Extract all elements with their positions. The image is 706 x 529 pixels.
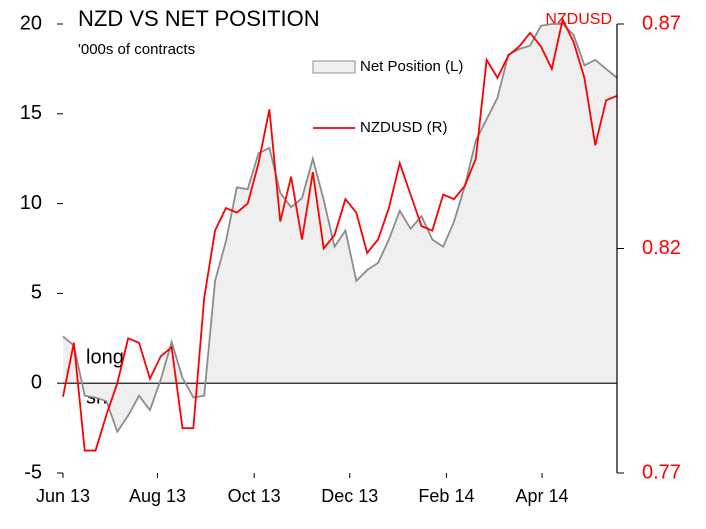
area-fill [63,24,617,432]
x-tick-label: Dec 13 [321,486,378,506]
y2-tick-label: 0.82 [642,237,681,259]
chart-title: NZD VS NET POSITION [78,6,320,31]
series-line [62,23,618,434]
series-line [62,16,618,452]
chart-subtitle: '000s of contracts [78,41,195,58]
legend-label: Net Position (L) [360,58,463,75]
y-tick-label: 15 [20,102,42,124]
y-tick-label: 5 [31,282,42,304]
annotation: long [86,346,124,368]
x-tick-label: Oct 13 [228,486,281,506]
legend-swatch [312,60,356,74]
y2-tick-label: 0.77 [642,461,681,483]
y-tick-label: -5 [24,461,42,483]
y-tick-label: 10 [20,192,42,214]
y-tick-label: 20 [20,12,42,34]
y2-tick-label: 0.87 [642,12,681,34]
y-tick-label: 0 [31,371,42,393]
legend-label: NZDUSD (R) [360,119,448,136]
x-tick-label: Feb 14 [418,486,474,506]
x-tick-label: Apr 14 [516,486,569,506]
x-tick-label: Jun 13 [36,486,90,506]
x-tick-label: Aug 13 [129,486,186,506]
